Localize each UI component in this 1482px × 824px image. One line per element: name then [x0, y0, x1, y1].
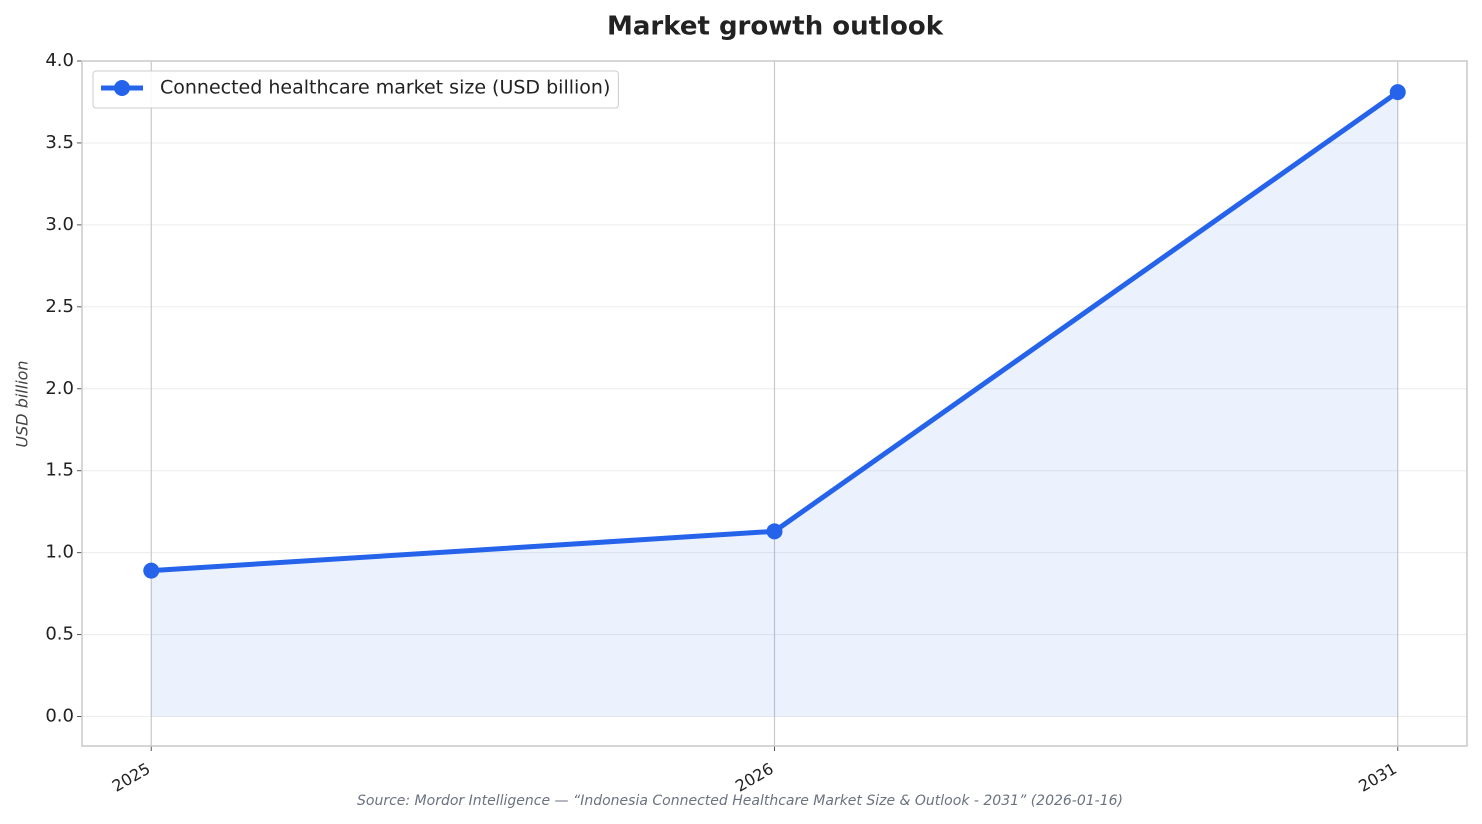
x-tick-label: 2031 — [1355, 759, 1400, 796]
y-tick-label: 0.0 — [45, 706, 74, 727]
y-tick-label: 4.0 — [45, 50, 74, 71]
y-tick-label: 2.0 — [45, 378, 74, 399]
y-tick-label: 1.5 — [45, 460, 74, 481]
y-tick-label: 0.5 — [45, 624, 74, 645]
x-tick-label: 2026 — [732, 759, 777, 796]
legend-box — [92, 70, 619, 109]
legend: Connected healthcare market size (USD bi… — [92, 70, 619, 109]
point — [143, 562, 160, 579]
legend-marker — [114, 80, 130, 96]
y-tick-label: 3.5 — [45, 132, 74, 153]
y-tick-label: 3.0 — [45, 214, 74, 235]
x-tick-label: 2025 — [109, 759, 154, 796]
y-axis-label: USD billion — [13, 360, 32, 447]
y-tick-label: 2.5 — [45, 296, 74, 317]
point — [766, 523, 783, 540]
plot-frame — [81, 60, 1468, 747]
y-tick-label: 1.0 — [45, 542, 74, 563]
point — [1389, 84, 1406, 101]
source-note: Source: Mordor Intelligence — “Indonesia… — [357, 793, 1123, 809]
chart-title: Market growth outlook — [607, 12, 944, 42]
area — [151, 92, 1398, 717]
legend-label: Connected healthcare market size (USD bi… — [160, 77, 610, 99]
